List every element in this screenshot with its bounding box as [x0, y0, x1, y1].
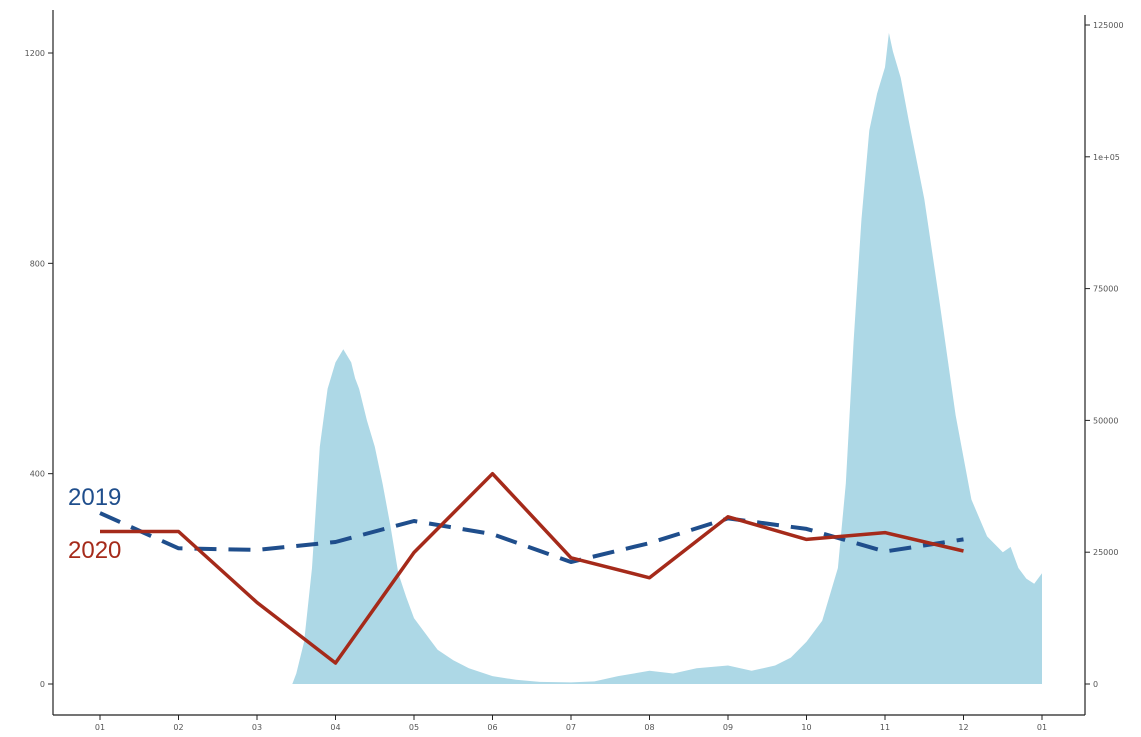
x-tick-label-5: 06: [487, 723, 497, 732]
series-label-2019: 2019: [68, 484, 121, 511]
area-series-2: [292, 32, 1042, 684]
x-tick-label-2: 03: [252, 723, 262, 732]
x-tick-label-6: 07: [566, 723, 576, 732]
x-tick-label-12: 01: [1037, 723, 1047, 732]
area-layer: [292, 32, 1042, 684]
x-tick-label-4: 05: [409, 723, 419, 732]
right-tick-label-3: 75000: [1093, 285, 1118, 294]
left-tick-label-1: 400: [30, 470, 45, 479]
lines-layer: [99, 471, 964, 665]
x-tick-label-9: 10: [801, 723, 811, 732]
left-tick-label-2: 800: [30, 259, 45, 268]
x-tick-label-8: 09: [723, 723, 733, 732]
right-tick-label-5: 125000: [1093, 21, 1124, 30]
x-tick-label-3: 04: [330, 723, 340, 732]
axes-layer: 0 400 800 1200 0 25000 50000 75000 1e+05 125000 01…: [25, 10, 1124, 732]
right-tick-label-1: 25000: [1093, 548, 1118, 557]
right-tick-label-2: 50000: [1093, 416, 1118, 425]
left-tick-label-3: 1200: [25, 49, 45, 58]
series-label-2020: 2020: [68, 537, 121, 564]
labels-layer: 2019 2020: [68, 484, 121, 564]
left-tick-label-0: 0: [40, 680, 45, 689]
right-tick-label-0: 0: [1093, 680, 1098, 689]
x-tick-label-7: 08: [644, 723, 654, 732]
line-series-2019: [99, 511, 964, 564]
x-tick-label-10: 11: [880, 723, 890, 732]
x-tick-label-0: 01: [95, 723, 105, 732]
line-series-2020: [100, 471, 964, 665]
x-tick-label-1: 02: [173, 723, 183, 732]
right-tick-label-4: 1e+05: [1093, 153, 1120, 162]
x-tick-label-11: 12: [958, 723, 968, 732]
